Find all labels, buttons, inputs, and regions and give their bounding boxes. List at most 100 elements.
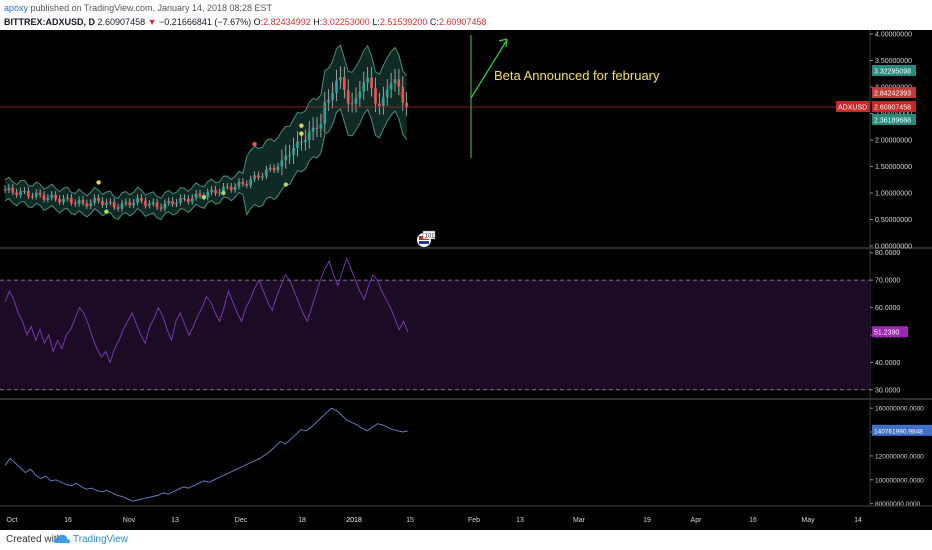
candle-body [27,190,30,197]
candle-body [311,127,315,132]
candle-body [300,141,303,143]
chart-area[interactable]: 4.000000003.500000003.000000002.50000000… [0,30,932,530]
tradingview-cloud-icon [53,534,70,544]
time-tick-label: 19 [643,517,651,524]
price-label-upper-band: 3.32295098 [874,69,911,76]
candle-body [331,92,334,100]
rsi-last-value: 51.2390 [874,330,899,337]
low-value: 2.51539200 [379,17,428,27]
price-tick-label: 0.50000000 [875,217,912,224]
candle-body [19,191,22,196]
open-value: 2.82434992 [263,17,311,27]
author-link[interactable]: apoxy [4,3,29,13]
candle-body [116,207,120,209]
time-tick-label: 2018 [346,517,362,524]
tradingview-brand[interactable]: TradingView [73,534,129,545]
candle-body [148,203,151,206]
open-label: O: [253,17,264,27]
price-change: −0.21666841 (−7.67%) [159,17,252,27]
candle-body [366,77,369,83]
candle-body [304,140,307,143]
price-label-box [872,101,916,112]
candle-body [222,186,225,193]
candle-body [34,192,38,197]
bollinger-upper-line [4,44,408,199]
candle-body [124,202,128,204]
bollinger-lower-line [4,108,408,221]
high-label: H: [313,17,323,27]
candle-body [241,181,245,185]
candle-body [54,194,57,199]
signal-dot [96,180,101,185]
candle-body [327,99,330,103]
rsi-last-value-box [872,326,908,338]
price-label-box [872,87,916,98]
candle-body [151,202,155,204]
published-line: apoxy published on TradingView.com, Janu… [4,3,272,13]
time-tick-label: 15 [406,517,414,524]
candle-body [167,201,171,204]
candle-body [70,197,73,204]
obv-tick-label: 100000000.0000 [875,477,924,484]
candle-body [245,184,249,186]
candle-body [393,79,397,84]
candle-body [58,198,61,203]
low-label: L: [372,17,380,27]
time-tick-label: Dec [235,517,248,524]
chart-svg[interactable]: 4.000000003.500000003.000000002.50000000… [0,30,932,530]
candle-body [335,80,338,93]
signal-dot [283,182,288,187]
candle-body [38,192,42,195]
rsi-tick-label: 40.0000 [875,360,900,367]
candle-body [132,202,135,206]
rsi-tick-label: 60.0000 [875,305,900,312]
rsi-tick-label: 30.0000 [875,387,900,394]
candle-body [237,181,241,187]
time-tick-label: 16 [64,517,72,524]
candle-body [85,203,89,207]
time-tick-label: 18 [298,517,306,524]
candle-body [50,194,54,198]
event-badge-count: 101 [425,234,436,240]
candle-body [190,198,194,202]
close-value: 2.60907458 [438,17,487,27]
candle-body [229,186,233,191]
obv-last-value: 140761990.9848 [874,428,923,435]
time-tick-label: Oct [7,517,18,524]
candle-body [42,194,46,200]
time-tick-label: 13 [171,517,179,524]
candle-body [81,199,85,204]
candle-body [15,192,18,196]
signal-dot [299,123,304,128]
time-tick-label: May [801,517,815,524]
price-label-prev: 2.84242393 [874,91,911,98]
candle-body [358,91,362,99]
signal-dot [104,209,109,214]
candle-body [265,169,268,177]
candle-body [97,197,100,201]
obv-line [4,407,409,502]
current-price: 2.60907458 [97,17,146,27]
time-tick-label: 13 [516,517,524,524]
signal-dot [299,131,304,136]
created-with-text: Created with [6,534,63,545]
candle-body [343,77,346,90]
price-tick-label: 3.50000000 [875,58,912,65]
signal-dot [221,190,226,196]
candle-body [77,199,81,205]
event-flag-stripe [419,241,429,244]
candle-body [46,197,50,200]
candle-body [226,186,229,188]
candle-body [397,79,401,87]
time-tick-label: 16 [749,517,757,524]
time-tick-label: Mar [573,517,586,524]
candle-body [89,202,93,207]
candle-body [315,127,319,129]
bollinger-band-fill [5,45,407,220]
candle-body [389,83,393,90]
header-bar: apoxy published on TradingView.com, Janu… [0,0,932,30]
price-tick-label: 2.00000000 [875,138,912,145]
candle-body [11,187,15,193]
annotation-text: Beta Announced for february [494,68,660,83]
price-label-last: 2.60907458 [874,105,911,112]
